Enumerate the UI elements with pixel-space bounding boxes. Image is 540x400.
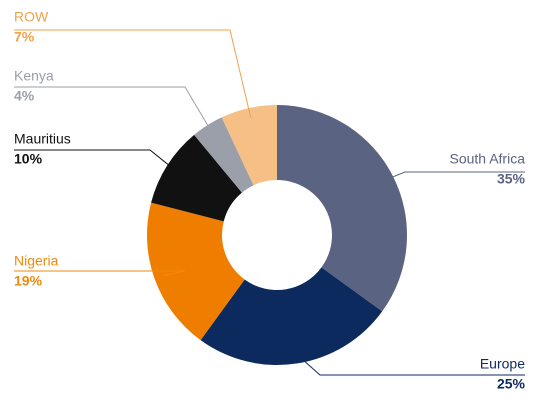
slice-label: Nigeria [14,253,59,269]
donut-slice [200,267,383,365]
donut-slice [147,202,245,341]
slice-label: Kenya [14,68,54,84]
leader-line [383,171,525,181]
slice-label: ROW [14,9,49,25]
leader-line [14,270,186,277]
leader-line [295,353,525,376]
slice-label: Mauritius [14,131,71,147]
slice-label: Europe [480,356,525,372]
value-label: 7% [14,29,35,45]
value-label: 35% [497,171,526,187]
donut-slice [221,105,277,186]
value-label: 19% [14,273,43,289]
donut-slice [151,134,242,222]
leader-line [14,86,214,134]
donut-slice [194,117,254,193]
leader-line [14,29,252,119]
value-label: 4% [14,88,35,104]
value-label: 10% [14,151,43,167]
donut-slice [277,105,408,312]
slice-label: South Africa [450,151,526,167]
value-label: 25% [497,376,526,392]
leader-line [14,149,176,172]
